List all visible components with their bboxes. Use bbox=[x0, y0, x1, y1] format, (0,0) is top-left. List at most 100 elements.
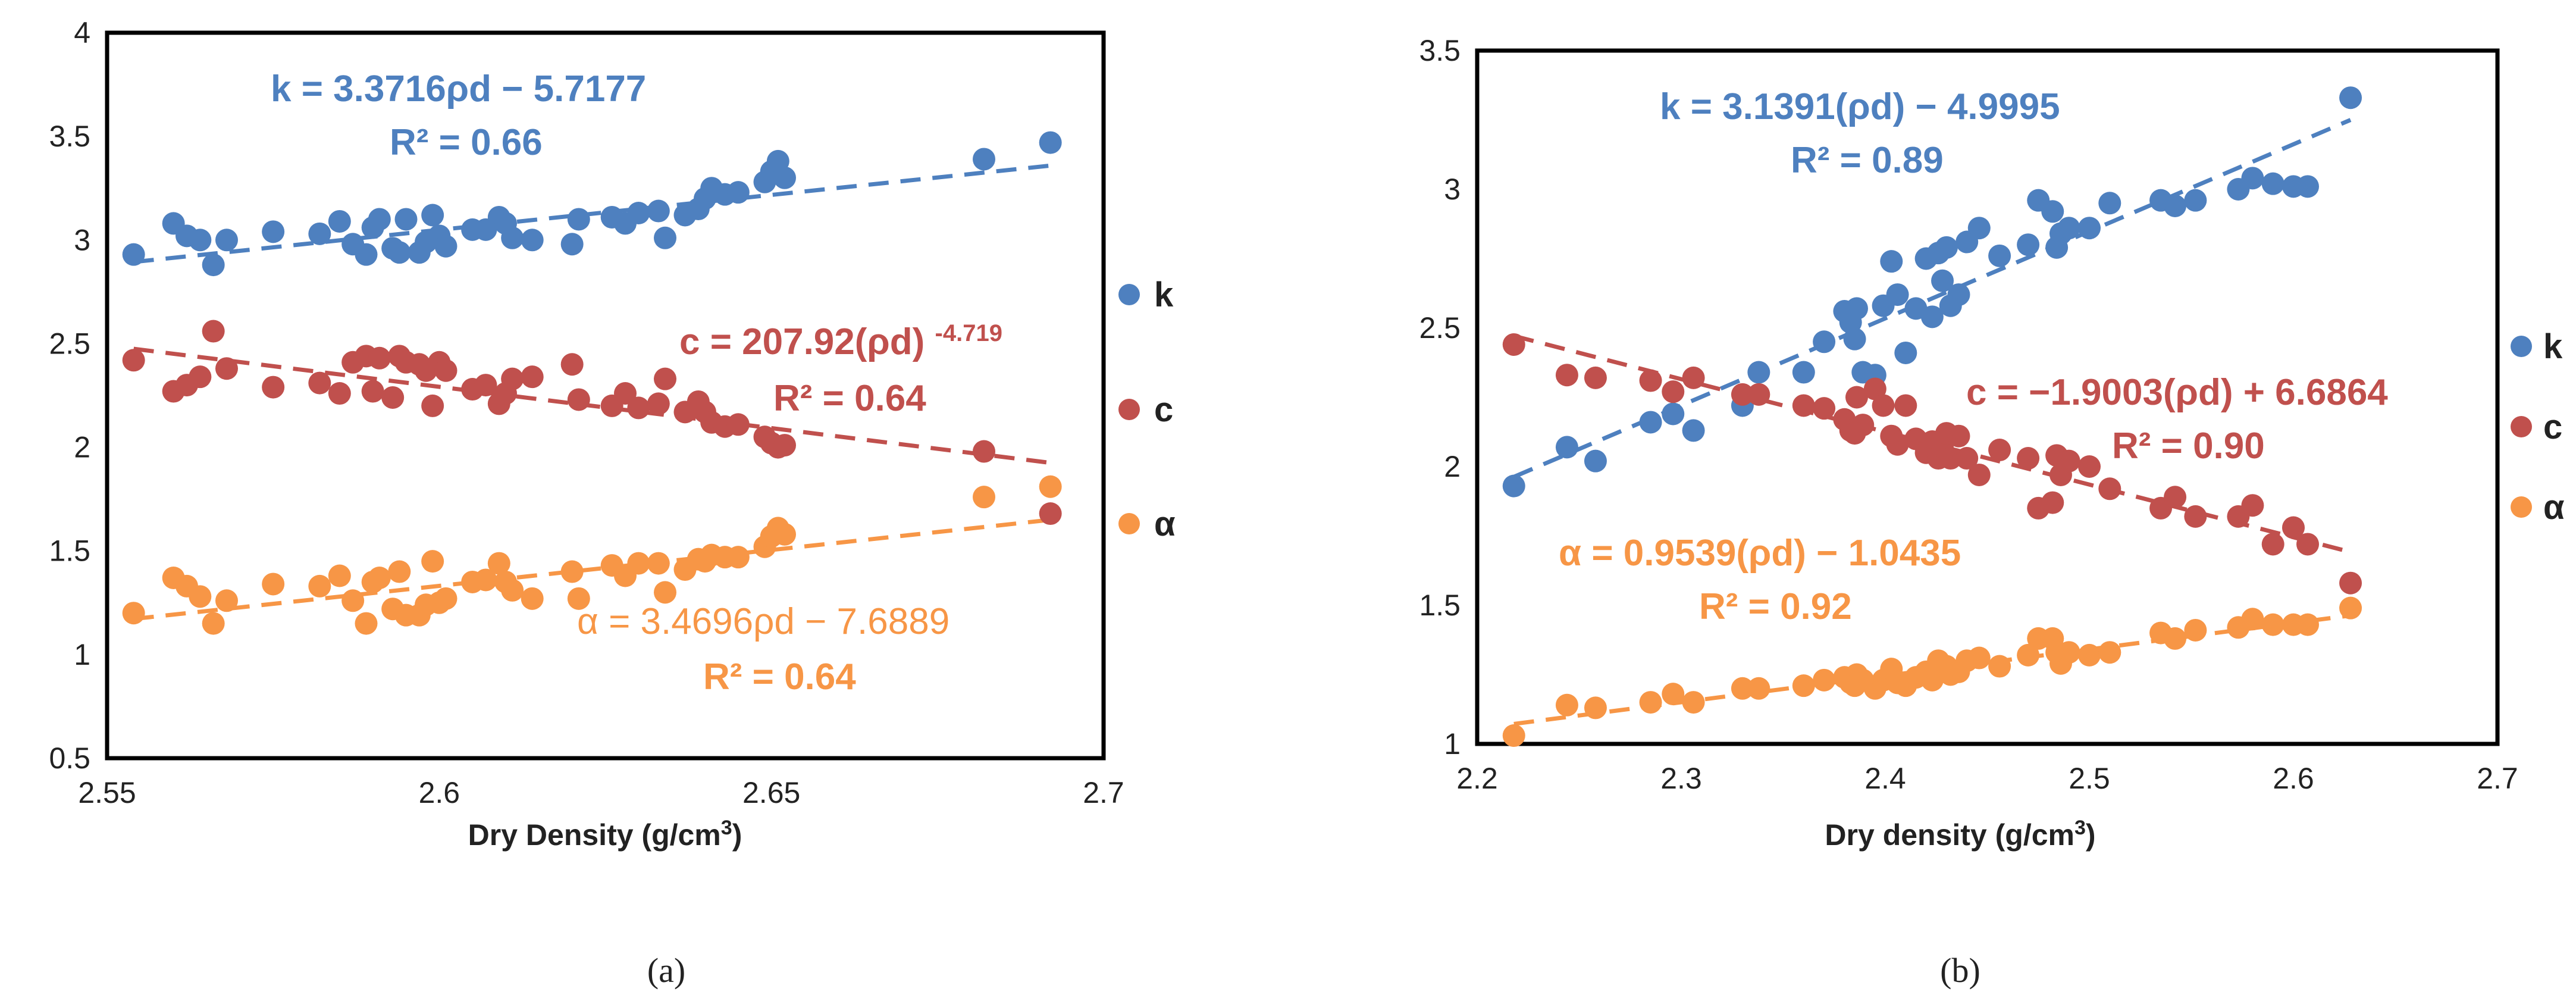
panel-a-alpha-point bbox=[388, 560, 411, 583]
panel-a-alpha-point bbox=[328, 564, 351, 587]
panel-b-alpha-r2: R² = 0.92 bbox=[1699, 586, 1852, 627]
panel-a-c-point bbox=[421, 394, 444, 417]
panel-b-alpha-point bbox=[2017, 643, 2040, 667]
panel-a-k-point bbox=[368, 208, 391, 231]
panel-b-x-axis-label: Dry density (g/cm3) bbox=[1825, 817, 2095, 852]
panel-b-legend: k c α bbox=[2511, 327, 2565, 527]
panel-a-trendlines bbox=[133, 163, 1051, 621]
panel-a-alpha-point bbox=[355, 612, 378, 635]
panel-a-alpha-point bbox=[215, 589, 238, 612]
panel-a-c-equation-base: c = 207.92(ρd) bbox=[679, 321, 935, 362]
panel-b-c-point bbox=[2017, 447, 2040, 470]
panel-b-c-point bbox=[1682, 366, 1705, 389]
panel-b-x-axis-label-sup: 3 bbox=[2074, 817, 2086, 839]
panel-a-alpha-point bbox=[1039, 475, 1062, 498]
panel-a-alpha-point bbox=[627, 552, 650, 575]
panel-a-legend-k-label: k bbox=[1154, 276, 1174, 314]
panel-a-k-point bbox=[122, 243, 145, 266]
panel-a-alpha-point bbox=[487, 552, 510, 575]
panel-b-legend-k-marker bbox=[2511, 336, 2532, 357]
panel-a-k-point bbox=[726, 181, 750, 204]
panel-b-k-r2: R² = 0.89 bbox=[1791, 140, 1944, 181]
panel-a-alpha-point bbox=[567, 587, 590, 610]
panel-a-k-point bbox=[647, 199, 670, 223]
panel-a-k-r2: R² = 0.66 bbox=[390, 122, 543, 163]
panel-b-c-point bbox=[2282, 516, 2305, 539]
panel-b-legend-k-label: k bbox=[2543, 327, 2563, 366]
panel-b-c-point bbox=[1967, 463, 1991, 486]
panel-b-k-point bbox=[1662, 402, 1685, 426]
panel-b-y-tick-label: 1.5 bbox=[1419, 589, 1461, 622]
panel-b-k-point bbox=[2261, 172, 2284, 195]
panel-b-c-point bbox=[1988, 439, 2011, 462]
panel-a-alpha-point bbox=[341, 589, 365, 612]
panel-a-alpha-trendline bbox=[133, 517, 1051, 621]
panel-b-k-point bbox=[2017, 233, 2040, 256]
panel-b-c-point bbox=[1955, 447, 1979, 470]
panel-a-alpha-point bbox=[521, 587, 544, 610]
panel-b-alpha-point bbox=[1813, 668, 1836, 692]
panel-b-k-point bbox=[1988, 244, 2011, 267]
panel-b-k-point bbox=[1682, 419, 1705, 442]
panel-b-caption: (b) bbox=[1940, 951, 1980, 990]
panel-b-x-tick-labels: 2.2 2.3 2.4 2.5 2.6 2.7 bbox=[1456, 762, 2518, 795]
panel-b-k-point bbox=[2078, 217, 2101, 240]
panel-a-k-point bbox=[355, 243, 378, 266]
panel-a-k-equation: k = 3.3716ρd − 5.7177 bbox=[271, 68, 646, 110]
panel-b-c-point bbox=[2339, 571, 2362, 595]
panel-a-c-point bbox=[627, 396, 650, 420]
panel-b-alpha-point bbox=[2296, 613, 2320, 636]
panel-a-c-point bbox=[122, 349, 145, 372]
panel-b-c-point bbox=[1894, 394, 1917, 417]
panel-a-c-point bbox=[1039, 502, 1062, 525]
panel-b-c-r2: R² = 0.90 bbox=[2112, 426, 2265, 467]
panel-a-k-point bbox=[973, 148, 995, 171]
panel-b-legend-c-label: c bbox=[2543, 408, 2562, 446]
panel-b-c-point bbox=[2098, 477, 2121, 500]
panel-b-c-point bbox=[1947, 424, 1970, 448]
panel-b-c-point bbox=[1872, 394, 1895, 417]
panel-a-y-tick-label: 3 bbox=[74, 223, 90, 256]
panel-b-c-point bbox=[2078, 455, 2101, 478]
panel-b-alpha-equation: α = 0.9539(ρd) − 1.0435 bbox=[1559, 533, 1961, 574]
panel-a-alpha-point bbox=[973, 486, 995, 509]
panel-a-k-point bbox=[560, 233, 584, 256]
panel-a-x-tick-label: 2.65 bbox=[742, 776, 800, 809]
panel-a-alpha-point bbox=[501, 578, 524, 602]
panel-b-c-point bbox=[2296, 533, 2320, 556]
panel-a-legend-k-marker bbox=[1118, 284, 1140, 305]
panel-b-k-point bbox=[2098, 192, 2121, 215]
panel-b-alpha-point bbox=[1967, 646, 1991, 670]
panel-a-c-point bbox=[189, 365, 212, 389]
panel-a: 2.55 2.6 2.65 2.7 0.5 1 1.5 2 2.5 3 3.5 4 k = 3.37… bbox=[49, 16, 1176, 990]
panel-b-k-point bbox=[1967, 217, 1991, 240]
panel-b-alpha-point bbox=[1988, 655, 2011, 678]
panel-a-k-point bbox=[328, 209, 351, 233]
panel-a-x-tick-labels: 2.55 2.6 2.65 2.7 bbox=[78, 776, 1124, 809]
panel-a-alpha-point bbox=[202, 612, 225, 635]
panel-b-x-tick-label: 2.2 bbox=[1456, 762, 1498, 795]
panel-b-k-point bbox=[1584, 449, 1607, 473]
panel-a-x-tick-label: 2.55 bbox=[78, 776, 136, 809]
panel-a-x-tick-label: 2.6 bbox=[419, 776, 460, 809]
panel-b-k-point bbox=[1747, 361, 1770, 384]
panel-a-c-point bbox=[202, 320, 225, 343]
panel-b-c-point bbox=[1639, 369, 1662, 392]
panel-b-alpha-point bbox=[1747, 677, 1770, 700]
panel-a-c-point bbox=[262, 376, 285, 399]
panel-a-c-r2: R² = 0.64 bbox=[773, 378, 926, 419]
panel-a-k-point bbox=[501, 226, 524, 249]
panel-b-alpha-point bbox=[1792, 674, 1815, 697]
panel-b-alpha-point bbox=[2164, 627, 2187, 650]
panel-a-alpha-point bbox=[773, 523, 796, 546]
panel-b-x-tick-label: 2.6 bbox=[2273, 762, 2314, 795]
panel-b-c-point bbox=[1502, 333, 1525, 356]
panel-a-x-axis-label-sup: 3 bbox=[721, 817, 732, 839]
panel-b-y-tick-label: 3.5 bbox=[1419, 34, 1461, 67]
panel-a-y-tick-labels: 0.5 1 1.5 2 2.5 3 3.5 4 bbox=[49, 16, 90, 775]
panel-a-k-point bbox=[1039, 131, 1062, 154]
panel-a-alpha-point bbox=[654, 581, 676, 604]
panel-b-k-point bbox=[1792, 361, 1815, 384]
panel-b-c-point bbox=[2057, 449, 2080, 473]
panel-b-plot-frame bbox=[1475, 48, 2500, 746]
